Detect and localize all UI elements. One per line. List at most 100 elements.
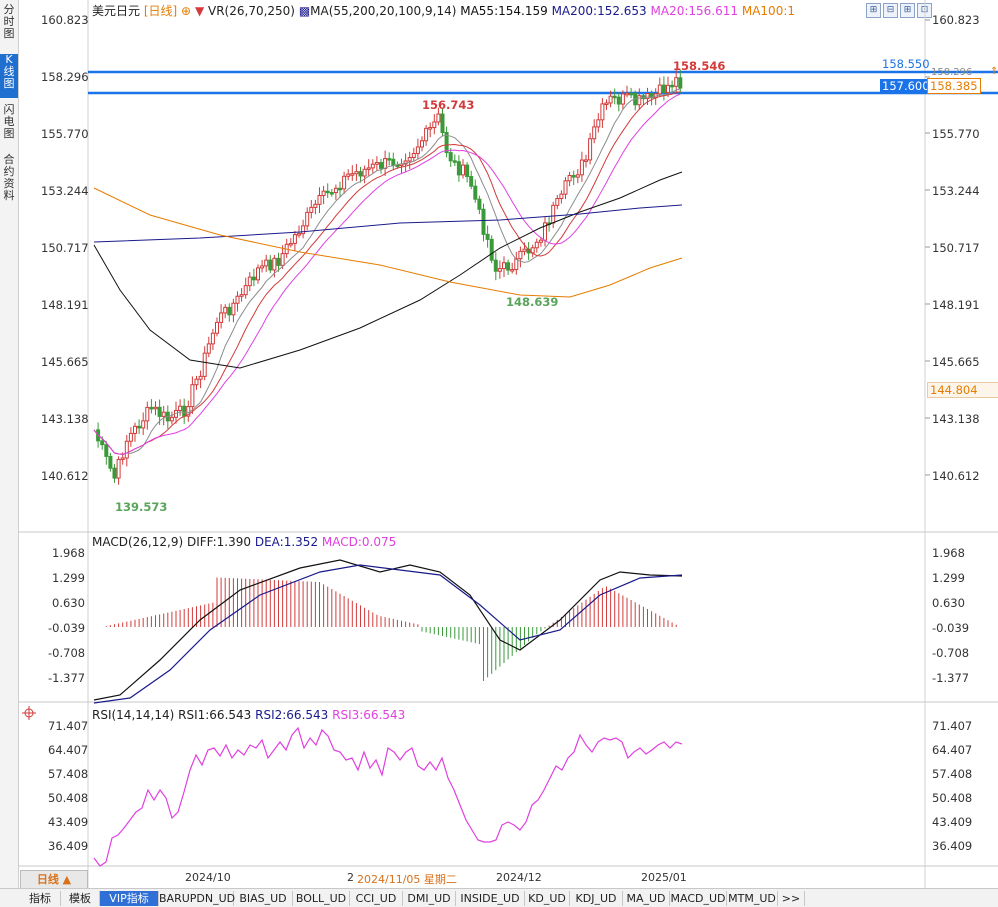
rsi-axis-label: 71.407: [932, 719, 973, 733]
ma55-value: MA55:154.159: [460, 4, 548, 18]
x-axis-label: 2025/01: [641, 871, 687, 884]
candle-body: [518, 250, 523, 260]
chart-grid-icon[interactable]: ⊞: [900, 3, 915, 18]
candle-body: [645, 93, 650, 100]
chart-canvas[interactable]: [0, 0, 998, 888]
ma-chart-icon[interactable]: ▩: [298, 4, 311, 18]
candle-body: [461, 164, 465, 176]
price-axis-label: 143.138: [932, 412, 980, 426]
x-axis-label: 2024/10: [185, 871, 231, 884]
candle-body: [202, 352, 207, 377]
candle-body: [116, 458, 121, 479]
rsi-axis-label: 36.409: [932, 839, 973, 853]
candle-body: [346, 173, 351, 177]
candle-body: [481, 208, 486, 235]
ma100-value: MA100:1: [741, 4, 796, 18]
tab-contract-info[interactable]: 合约资料: [3, 153, 15, 202]
ma14-line: [93, 91, 681, 455]
tab-kline[interactable]: K线图: [0, 54, 18, 98]
candle-body: [243, 285, 248, 296]
candle-body: [124, 440, 129, 459]
period-select-button[interactable]: 日线 ▲: [20, 870, 88, 889]
macd-axis-label-left: 0.630: [52, 596, 85, 610]
rsi-title: RSI(14,14,14): [92, 708, 175, 722]
price-axis-label-left: 143.138: [41, 412, 89, 426]
candlestick-series: [96, 69, 683, 485]
tab-lightning[interactable]: 闪电图: [3, 103, 15, 140]
tab-barupdn[interactable]: BARUPDN_UD: [159, 891, 236, 906]
candle-body: [575, 174, 580, 178]
candle-body: [477, 198, 482, 210]
symbol-name: 美元日元: [92, 4, 141, 18]
candle-body: [592, 126, 597, 140]
tab-inside[interactable]: INSIDE_UD: [456, 891, 525, 906]
ma20-line: [93, 93, 681, 455]
candle-body: [342, 175, 347, 190]
candle-body: [625, 92, 629, 96]
candle-body: [112, 467, 117, 479]
candle-body: [452, 160, 457, 163]
price-axis-label: 140.612: [932, 469, 980, 483]
x-axis-cursor-date: 2024/11/05 星期二: [357, 873, 457, 886]
price-axis-label-left: 155.770: [41, 127, 89, 141]
tab-cci[interactable]: CCI_UD: [350, 891, 403, 906]
candle-body: [325, 190, 330, 194]
tab-bias[interactable]: BIAS_UD: [234, 891, 293, 906]
more-tabs-button[interactable]: >>: [778, 891, 805, 906]
candle-body: [657, 84, 662, 95]
tab-ma[interactable]: MA_UD: [623, 891, 670, 906]
tab-dmi[interactable]: DMI_UD: [403, 891, 456, 906]
macd-diff: DIFF:1.390: [186, 535, 252, 549]
candle-body: [276, 257, 281, 266]
tab-kdj[interactable]: KDJ_UD: [570, 891, 623, 906]
chart-grid-icon[interactable]: ⊞: [866, 3, 881, 18]
candle-body: [670, 84, 675, 88]
candle-body: [608, 95, 613, 104]
candle-body: [247, 276, 252, 287]
candle-body: [190, 384, 195, 408]
candle-body: [169, 416, 174, 422]
tab-kd[interactable]: KD_UD: [525, 891, 570, 906]
candle-body: [584, 159, 588, 162]
axis-partial-label: 158.296: [931, 67, 973, 78]
candle-body: [297, 233, 301, 236]
tab-vip-indicator[interactable]: VIP指标: [100, 891, 159, 906]
candle-body: [629, 92, 634, 96]
candle-body: [305, 211, 310, 227]
rsi-axis-label: 64.407: [932, 743, 973, 757]
candle-body: [522, 248, 527, 252]
candle-body: [448, 152, 453, 162]
candle-body: [407, 157, 412, 162]
tab-macd[interactable]: MACD_UD: [670, 891, 727, 906]
candle-body: [510, 269, 515, 272]
macd-axis-label: 0.630: [932, 596, 965, 610]
candle-body: [280, 253, 285, 266]
candle-body: [604, 102, 609, 105]
rsi-axis-label-left: 64.407: [48, 743, 89, 757]
candle-body: [440, 113, 445, 134]
candle-body: [210, 332, 215, 345]
period-marker-icon[interactable]: ⊕: [181, 4, 192, 18]
alert-arrow-icon[interactable]: ⇑: [990, 66, 998, 77]
tab-template[interactable]: 模板: [61, 891, 100, 906]
chart-grid-icon[interactable]: ⊟: [883, 3, 898, 18]
candle-body: [108, 455, 113, 469]
ma100-price-tag: 144.804: [927, 382, 998, 398]
tab-mtm[interactable]: MTM_UD: [727, 891, 778, 906]
ma20-value: MA20:156.611: [650, 4, 739, 18]
candle-body: [379, 162, 383, 169]
tab-timeshare[interactable]: 分时图: [3, 3, 15, 40]
candle-body: [145, 406, 150, 422]
tab-boll[interactable]: BOLL_UD: [293, 891, 350, 906]
tab-indicator[interactable]: 指标: [20, 891, 61, 906]
candle-body: [579, 159, 584, 176]
candle-body: [309, 206, 314, 213]
candle-body: [161, 411, 166, 417]
rsi-line: [93, 726, 683, 867]
rsi-axis-label: 50.408: [932, 791, 973, 805]
rsi1-value: RSI1:66.543: [178, 708, 252, 722]
candle-body: [436, 113, 441, 123]
macd-axis-label-left: -1.377: [48, 671, 86, 685]
vr-indicator-icon[interactable]: ▼: [194, 4, 205, 18]
candle-body: [612, 95, 617, 99]
